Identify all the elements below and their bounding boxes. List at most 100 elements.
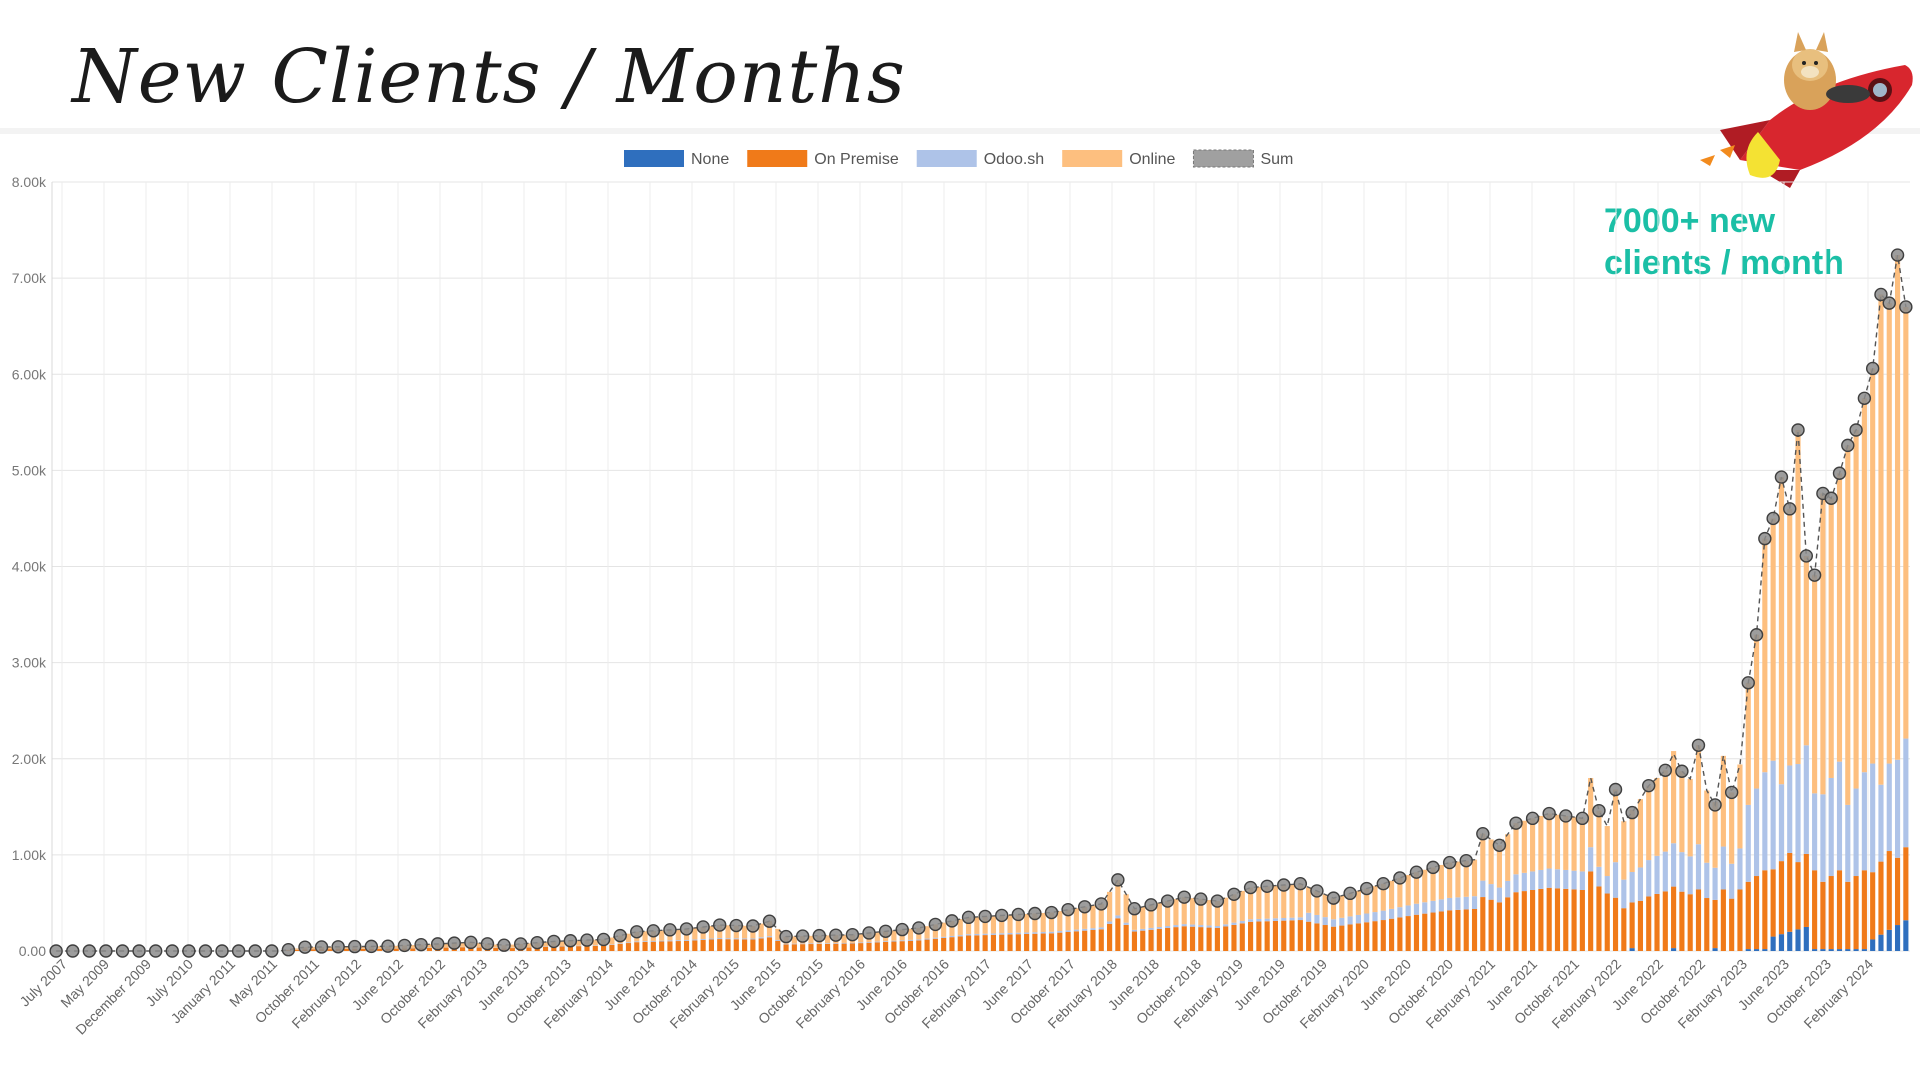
bar-segment-odoo-sh bbox=[1654, 855, 1660, 894]
bar-segment-online bbox=[1903, 306, 1909, 739]
bar-segment-on-premise bbox=[1397, 917, 1403, 951]
bar-segment-odoo-sh bbox=[1073, 929, 1079, 932]
bar-segment-none bbox=[1886, 929, 1892, 951]
sum-point bbox=[1799, 549, 1814, 563]
bar-segment-online bbox=[1422, 869, 1428, 903]
sum-point bbox=[829, 928, 843, 942]
bar-segment-on-premise bbox=[1438, 911, 1444, 951]
bar-segment-online bbox=[1753, 634, 1760, 789]
bar-segment-none bbox=[1820, 949, 1826, 951]
bar-segment-online bbox=[460, 942, 466, 947]
bar-segment-odoo-sh bbox=[800, 943, 806, 945]
bar-segment-online bbox=[1762, 538, 1768, 773]
bar-segment-odoo-sh bbox=[1123, 922, 1129, 925]
bar-segment-on-premise bbox=[708, 939, 714, 951]
bar-segment-on-premise bbox=[1032, 933, 1038, 951]
bar-segment-odoo-sh bbox=[1181, 924, 1187, 927]
bar-segment-odoo-sh bbox=[783, 943, 789, 945]
sum-point bbox=[1310, 884, 1324, 898]
bar-segment-odoo-sh bbox=[941, 936, 947, 938]
legend-swatch-odoo-sh[interactable] bbox=[916, 150, 977, 167]
sum-point bbox=[1160, 894, 1175, 908]
bar-segment-odoo-sh bbox=[708, 938, 714, 940]
bar-segment-on-premise bbox=[849, 943, 856, 951]
sum-point bbox=[1874, 287, 1888, 302]
legend-swatch-on-premise[interactable] bbox=[747, 150, 808, 167]
bar-segment-online bbox=[982, 916, 988, 934]
sum-point bbox=[746, 919, 760, 933]
bar-segment-odoo-sh bbox=[1753, 788, 1760, 877]
sum-point bbox=[945, 914, 959, 928]
sum-point bbox=[563, 934, 578, 948]
bar-segment-odoo-sh bbox=[1579, 871, 1585, 890]
sum-point bbox=[381, 939, 395, 953]
bar-segment-online bbox=[1330, 898, 1337, 920]
bar-segment-online bbox=[1588, 777, 1594, 848]
bar-segment-online bbox=[393, 945, 399, 949]
bar-segment-odoo-sh bbox=[1480, 880, 1486, 898]
bar-segment-on-premise bbox=[1588, 871, 1594, 951]
bar-segment-on-premise bbox=[1330, 926, 1337, 951]
bar-segment-on-premise bbox=[1671, 886, 1677, 949]
bar-segment-odoo-sh bbox=[916, 939, 922, 941]
bar-segment-on-premise bbox=[1488, 899, 1494, 951]
bar-segment-odoo-sh bbox=[833, 943, 839, 944]
bar-segment-on-premise bbox=[965, 935, 972, 951]
bar-segment-on-premise bbox=[1845, 881, 1851, 950]
bar-segment-on-premise bbox=[1106, 923, 1113, 951]
bar-segment-on-premise bbox=[1306, 921, 1312, 951]
bar-segment-on-premise bbox=[1214, 928, 1220, 951]
bar-segment-on-premise bbox=[899, 941, 905, 951]
bar-segment-online bbox=[1297, 883, 1303, 918]
bar-segment-online bbox=[1894, 255, 1901, 760]
bar-segment-odoo-sh bbox=[700, 938, 706, 940]
bar-segment-online bbox=[1306, 887, 1312, 913]
bar-segment-odoo-sh bbox=[650, 940, 656, 942]
sum-point bbox=[795, 929, 810, 943]
bar-segment-odoo-sh bbox=[1671, 843, 1677, 887]
bar-segment-odoo-sh bbox=[1496, 887, 1502, 903]
legend-swatch-online[interactable] bbox=[1062, 150, 1123, 167]
sum-point bbox=[729, 918, 744, 933]
bar-segment-on-premise bbox=[1413, 914, 1420, 951]
bar-segment-on-premise bbox=[1090, 929, 1096, 951]
legend-swatch-none[interactable] bbox=[624, 150, 684, 167]
sum-point bbox=[1608, 782, 1623, 797]
bar-segment-odoo-sh bbox=[1820, 794, 1826, 882]
sum-point bbox=[1758, 531, 1772, 546]
bar-segment-odoo-sh bbox=[683, 939, 690, 941]
bar-segment-on-premise bbox=[1189, 926, 1196, 951]
bar-segment-odoo-sh bbox=[1894, 759, 1901, 858]
bar-segment-online bbox=[1372, 886, 1378, 913]
sum-point bbox=[1882, 296, 1896, 310]
bar-segment-online bbox=[1828, 498, 1834, 778]
bar-segment-on-premise bbox=[916, 940, 922, 951]
bar-segment-online bbox=[1554, 814, 1561, 870]
bar-segment-on-premise bbox=[1778, 861, 1785, 935]
y-axis-ticks: 0.00 1.00k 2.00k 3.00k 4.00k 5.00k 6.00k 7.00k 8… bbox=[12, 174, 47, 959]
bar-segment-odoo-sh bbox=[1505, 880, 1511, 898]
bar-segment-on-premise bbox=[1314, 923, 1320, 951]
bar-segment-online bbox=[1621, 821, 1627, 880]
bar-segment-odoo-sh bbox=[1430, 900, 1436, 913]
bar-segment-odoo-sh bbox=[1032, 932, 1038, 934]
bar-segment-online bbox=[542, 942, 549, 947]
bar-segment-on-premise bbox=[1530, 889, 1536, 951]
bar-segment-none bbox=[1762, 949, 1768, 951]
bar-segment-odoo-sh bbox=[1015, 932, 1021, 935]
bar-segment-odoo-sh bbox=[1231, 922, 1237, 925]
sum-point bbox=[1277, 878, 1291, 892]
bar-segment-online bbox=[1795, 430, 1801, 765]
legend-swatch-sum[interactable] bbox=[1192, 149, 1254, 168]
bar-segment-on-premise bbox=[733, 939, 739, 951]
bar-segment-odoo-sh bbox=[1256, 918, 1262, 922]
sum-point bbox=[1260, 879, 1274, 893]
bar-segment-online bbox=[725, 925, 731, 939]
bar-segment-online bbox=[1289, 884, 1295, 918]
legend-label: Online bbox=[1129, 151, 1175, 168]
bar-segment-odoo-sh bbox=[824, 943, 831, 944]
bar-segment-online bbox=[1314, 890, 1320, 915]
bar-segment-online bbox=[1082, 906, 1088, 929]
bar-segment-on-premise bbox=[750, 939, 756, 951]
bar-segment-odoo-sh bbox=[717, 938, 723, 940]
